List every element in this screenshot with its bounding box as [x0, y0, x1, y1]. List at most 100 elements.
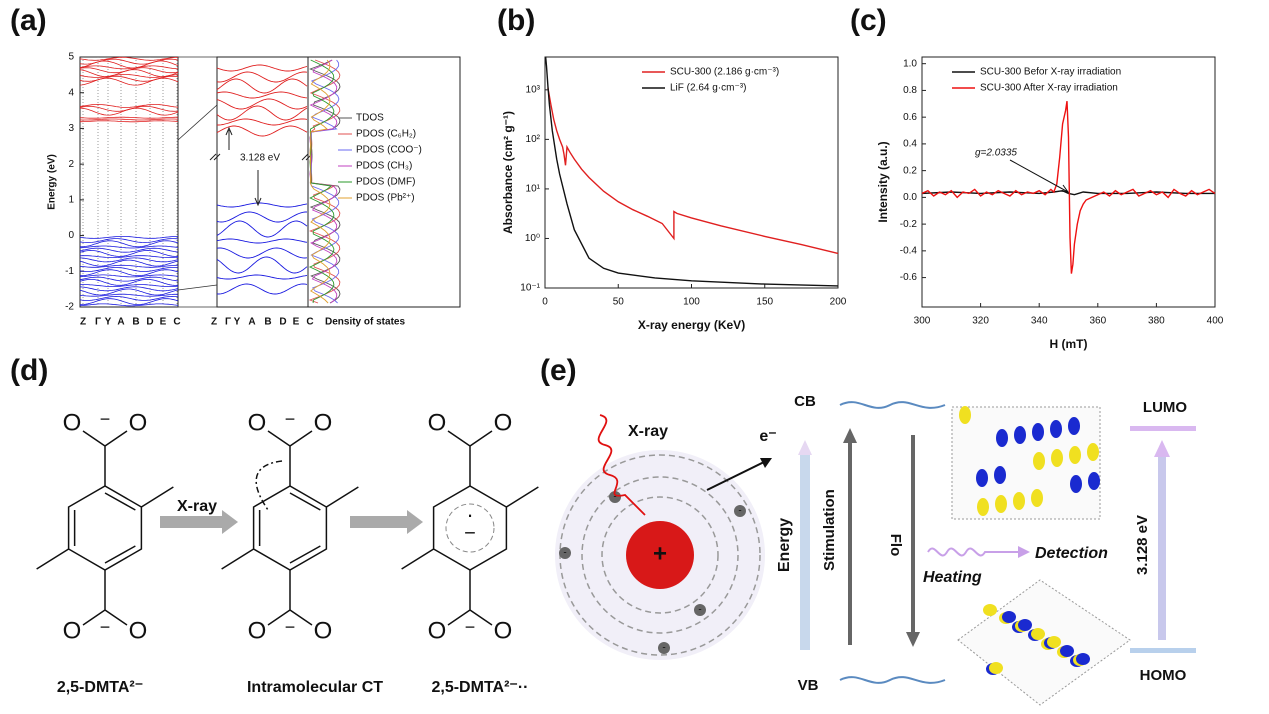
arrow-head [222, 510, 238, 534]
panel-label: (e) [540, 354, 577, 387]
orbital-lobe [1070, 475, 1082, 493]
emission-wave [927, 547, 1020, 557]
band [216, 247, 308, 259]
atom: O [129, 617, 148, 644]
arrow [225, 126, 262, 207]
band [217, 118, 308, 126]
y-tick-label: 2 [68, 159, 74, 170]
band-frame [79, 56, 179, 308]
y-axis-label: Intensity (a.u.) [876, 141, 890, 222]
band [216, 202, 308, 208]
y-tick-label: 5 [68, 52, 74, 63]
arrow-head [906, 632, 920, 647]
x-tick-label: 380 [1148, 316, 1165, 327]
band [80, 298, 179, 305]
ct-arrow [255, 460, 283, 511]
band [79, 236, 178, 239]
band [216, 91, 308, 99]
orbital-lobe [1068, 417, 1080, 435]
band [79, 118, 179, 121]
band [79, 267, 179, 272]
dos-label: Density of states [325, 317, 405, 328]
electron-sign: - [662, 643, 665, 654]
y-tick-label: -2 [65, 302, 74, 313]
orbital-lobe [977, 498, 989, 516]
orbital-lobe [1018, 619, 1032, 631]
orbital-lobe [996, 429, 1008, 447]
k-label: D [279, 317, 286, 328]
orbit [581, 476, 739, 634]
k-label: B [132, 317, 139, 328]
panel-label: (c) [850, 4, 887, 37]
band [79, 286, 179, 292]
band [216, 274, 308, 280]
k-label: A [117, 317, 124, 328]
orbital-lobe [1047, 636, 1061, 648]
band [79, 257, 179, 263]
electron-sign: - [563, 548, 566, 559]
legend-label: SCU-300 Befor X-ray irradiation [980, 67, 1121, 78]
y-tick-label: 1.0 [903, 58, 917, 69]
band [216, 78, 308, 94]
atom: O [494, 409, 513, 436]
band [80, 120, 179, 123]
zoom-line [177, 56, 218, 308]
legend-label: SCU-300 After X-ray irradiation [980, 83, 1118, 94]
atom: O [63, 617, 82, 644]
band [79, 249, 179, 257]
band [79, 293, 179, 297]
band [79, 303, 179, 307]
heating-label: Heating [923, 569, 982, 586]
y-tick-label: -0.4 [900, 245, 918, 256]
band [79, 245, 179, 249]
flo-label: Flo [887, 534, 904, 557]
orbital-lobe [1050, 420, 1062, 438]
y-axis-label: Absorbance (cm² g⁻¹) [501, 111, 515, 234]
electron [609, 491, 621, 503]
arrow-label: X-ray [177, 498, 217, 515]
band [79, 279, 179, 286]
electron-sign: - [738, 506, 741, 517]
x-tick-label: 200 [830, 297, 847, 308]
k-label: A [248, 317, 255, 328]
panel-label: (a) [10, 4, 47, 37]
atom: O [248, 409, 267, 436]
legend-label: LiF (2.64 g·cm⁻³) [670, 83, 746, 94]
atom: O [428, 409, 447, 436]
y-axis-label: Energy (eV) [47, 154, 58, 210]
orbital-lobe [1013, 492, 1025, 510]
charge: − [465, 617, 476, 637]
y-tick-label: 0.2 [903, 165, 917, 176]
y-tick-label: -0.2 [900, 219, 918, 230]
molecule-label: 2,5-DMTA²⁻ [57, 679, 143, 696]
electron [658, 642, 670, 654]
band [216, 238, 308, 244]
x-tick-label: 360 [1089, 316, 1106, 327]
orbital-lobe [1060, 645, 1074, 657]
break [209, 153, 313, 161]
ring [252, 485, 328, 571]
electron [559, 547, 571, 559]
band [216, 105, 308, 121]
ring-double [73, 492, 136, 564]
electron-label: e⁻ [759, 428, 776, 445]
data-line [921, 100, 1216, 274]
atom: O [314, 409, 333, 436]
x-axis-label: H (mT) [1050, 337, 1088, 351]
band [79, 295, 179, 301]
homo-label: HOMO [1140, 667, 1187, 684]
band [79, 238, 179, 244]
legend-label: PDOS (COO⁻) [356, 145, 422, 156]
x-tick-label: 400 [1207, 316, 1224, 327]
cb-wave [839, 401, 946, 409]
orbital-lobe [995, 495, 1007, 513]
annotation-arrow [1009, 159, 1070, 193]
legend-label: PDOS (C₆H₂) [356, 129, 416, 140]
band [79, 116, 178, 119]
charge: − [100, 409, 111, 429]
k-label: C [173, 317, 180, 328]
orbital-lobe [1031, 628, 1045, 640]
band [79, 240, 179, 248]
dos-curve [309, 59, 331, 304]
electron-sign: - [698, 605, 701, 616]
